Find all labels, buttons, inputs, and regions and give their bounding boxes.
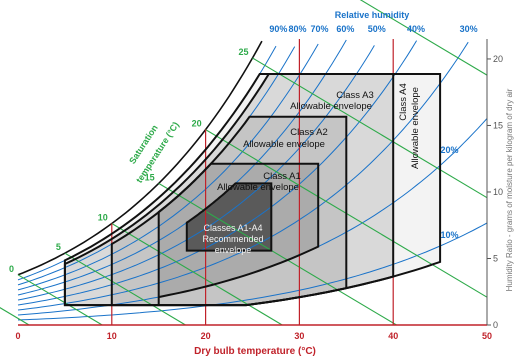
rh-label-20: 20% bbox=[440, 145, 458, 155]
x-tick-0: 0 bbox=[15, 331, 20, 341]
saturation-line-0 bbox=[17, 274, 103, 326]
rh-label-10: 10% bbox=[440, 230, 458, 240]
rh-curve-60 bbox=[17, 39, 347, 296]
rh-label-70: 70% bbox=[310, 24, 328, 34]
class-a2-label-line2: Allowable envelope bbox=[243, 139, 325, 150]
class-a2-label-line1: Class A2 bbox=[290, 127, 328, 138]
envelope-outline-3 bbox=[157, 162, 320, 306]
x-tick-40: 40 bbox=[388, 331, 398, 341]
saturation-line-10 bbox=[111, 223, 283, 326]
recommended-label-line3: envelope bbox=[215, 245, 252, 255]
x-tick-30: 30 bbox=[294, 331, 304, 341]
rh-curve-100 bbox=[17, 40, 263, 276]
relative-humidity-title: Relative humidity bbox=[335, 10, 410, 20]
rh-curve-10 bbox=[17, 222, 488, 321]
saturation-line--5 bbox=[0, 307, 30, 326]
envelope-outline-4 bbox=[185, 182, 273, 252]
y-tick-15: 15 bbox=[493, 120, 503, 130]
envelope-fill-4 bbox=[186, 183, 272, 251]
saturation-tick-20: 20 bbox=[192, 119, 202, 129]
y-tick-20: 20 bbox=[493, 54, 503, 64]
recommended-label-line2: Recommended bbox=[202, 234, 263, 244]
rh-label-40: 40% bbox=[407, 24, 425, 34]
rh-label-30: 30% bbox=[460, 24, 478, 34]
saturation-tick-25: 25 bbox=[238, 47, 248, 57]
saturation-tick-5: 5 bbox=[56, 242, 61, 252]
rh-curve-50 bbox=[17, 45, 375, 301]
rh-label-90: 90% bbox=[269, 24, 287, 34]
envelope-outlines bbox=[63, 73, 442, 307]
class-a3-label-line2: Allowable envelope bbox=[290, 101, 372, 112]
relative-humidity-curves bbox=[17, 39, 488, 321]
saturation-tick-10: 10 bbox=[98, 213, 108, 223]
class-a1-label-line1: Class A1 bbox=[263, 171, 301, 182]
dry-bulb-axis-title: Dry bulb temperature (°C) bbox=[194, 346, 316, 357]
rh-label-60: 60% bbox=[336, 24, 354, 34]
recommended-label-line1: Classes A1-A4 bbox=[203, 223, 262, 233]
rh-label-80: 80% bbox=[288, 24, 306, 34]
saturation-line-5 bbox=[64, 252, 186, 326]
rh-curve-40 bbox=[17, 40, 418, 306]
class-a1-label-line2: Allowable envelope bbox=[217, 182, 299, 193]
x-tick-10: 10 bbox=[107, 331, 117, 341]
saturation-line-15 bbox=[158, 182, 397, 326]
class-a4-label-line1: Class A4 bbox=[398, 83, 409, 121]
class-a4-label-line2: Allowable envelope bbox=[410, 87, 421, 169]
y-tick-0: 0 bbox=[493, 320, 498, 330]
humidity-ratio-axis-title: Humidity Ratio - grams of moisture per k… bbox=[505, 88, 514, 291]
saturation-line-25 bbox=[252, 57, 488, 199]
saturation-tick-15: 15 bbox=[145, 172, 155, 182]
y-tick-5: 5 bbox=[493, 253, 498, 263]
x-tick-50: 50 bbox=[482, 331, 492, 341]
class-a3-label-line1: Class A3 bbox=[336, 90, 374, 101]
rh-curve-70 bbox=[17, 43, 319, 291]
rh-label-50: 50% bbox=[368, 24, 386, 34]
y-tick-10: 10 bbox=[493, 187, 503, 197]
x-tick-20: 20 bbox=[201, 331, 211, 341]
saturation-line-30 bbox=[359, 0, 488, 76]
saturation-tick-0: 0 bbox=[9, 264, 14, 274]
